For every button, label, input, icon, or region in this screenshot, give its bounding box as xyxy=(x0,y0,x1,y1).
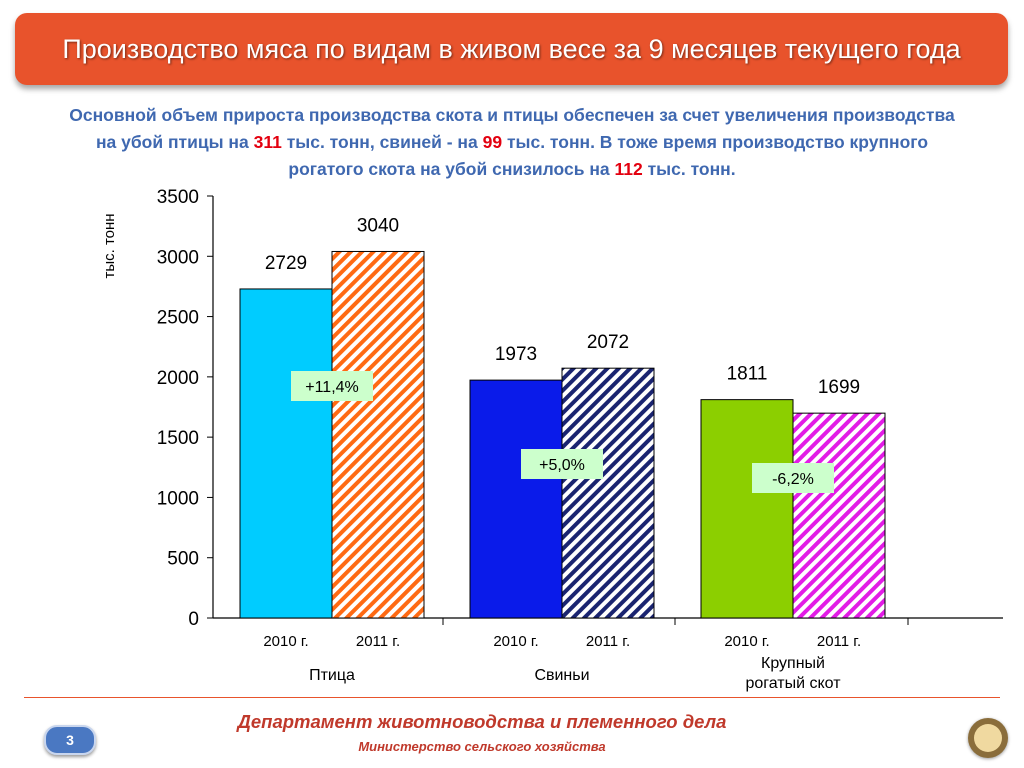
y-tick-label: 500 xyxy=(167,549,199,570)
cattle-decrease-number: 112 xyxy=(614,159,643,179)
subtitle-text: тыс. тонн. В тоже время производство кру… xyxy=(502,132,929,152)
bar xyxy=(561,367,655,619)
change-badge xyxy=(521,449,603,479)
subtitle-text: тыс. тонн. xyxy=(642,159,736,179)
y-tick-label: 2500 xyxy=(157,308,199,329)
y-axis-label: тыс. тонн xyxy=(101,213,118,278)
y-tick-label: 3000 xyxy=(157,247,199,268)
ministry-name: Министерство сельского хозяйства xyxy=(358,739,606,754)
x-tick-label: 2010 г. xyxy=(493,633,538,650)
poultry-increase-number: 311 xyxy=(253,132,282,152)
bar-value-label: 1973 xyxy=(495,344,537,365)
bar xyxy=(239,288,333,619)
bar xyxy=(792,412,886,619)
y-tick-label: 1000 xyxy=(157,488,199,509)
category-label: Крупный xyxy=(761,655,825,672)
bar xyxy=(700,399,794,619)
subtitle-text: тыс. тонн, свиней - на xyxy=(281,132,483,152)
x-tick-label: 2010 г. xyxy=(263,633,308,650)
subtitle-line-1: Основной объем прироста производства ско… xyxy=(69,105,955,125)
subtitle-text: на убой птицы на xyxy=(95,132,254,152)
bar-value-label: 3040 xyxy=(357,215,399,236)
y-tick-label: 1500 xyxy=(157,428,199,449)
change-label: +5,0% xyxy=(539,457,585,474)
y-tick-label: 2000 xyxy=(157,368,199,389)
pig-increase-number: 99 xyxy=(482,132,503,152)
bar xyxy=(331,250,425,619)
bar-value-label: 2072 xyxy=(587,332,629,353)
change-badge xyxy=(291,371,373,401)
x-tick-label: 2011 г. xyxy=(586,633,630,650)
category-label: рогатый скот xyxy=(745,675,841,692)
ministry-logo-icon xyxy=(968,718,1008,758)
bar-value-label: 1811 xyxy=(727,364,768,385)
subtitle: Основной объем прироста производства ско… xyxy=(0,102,1024,183)
title-bar: Производство мяса по видам в живом весе … xyxy=(15,13,1008,85)
page-number-badge: 3 xyxy=(44,725,96,755)
x-tick-label: 2010 г. xyxy=(724,633,769,650)
department-name: Департамент животноводства и племенного … xyxy=(237,711,727,732)
bar-value-label: 1699 xyxy=(818,377,860,398)
x-tick-label: 2011 г. xyxy=(817,633,861,650)
bar xyxy=(469,379,563,619)
category-label: Птица xyxy=(309,667,355,684)
y-tick-label: 0 xyxy=(188,609,199,630)
footer-divider xyxy=(24,697,1000,698)
bar-value-label: 2729 xyxy=(265,253,307,274)
subtitle-line-3: рогатого скота на убой снизилось на 112 … xyxy=(0,156,1024,183)
x-tick-label: 2011 г. xyxy=(356,633,400,650)
logo-emblem xyxy=(974,724,1002,752)
page-title: Производство мяса по видам в живом весе … xyxy=(62,34,961,64)
change-label: +11,4% xyxy=(305,379,359,396)
subtitle-line-2: на убой птицы на 311 тыс. тонн, свиней -… xyxy=(0,129,1024,156)
change-label: -6,2% xyxy=(772,471,814,488)
category-label: Свиньи xyxy=(534,667,589,684)
change-badge xyxy=(752,463,834,493)
y-tick-label: 3500 xyxy=(157,187,199,208)
subtitle-text: рогатого скота на убой снизилось на xyxy=(288,159,615,179)
